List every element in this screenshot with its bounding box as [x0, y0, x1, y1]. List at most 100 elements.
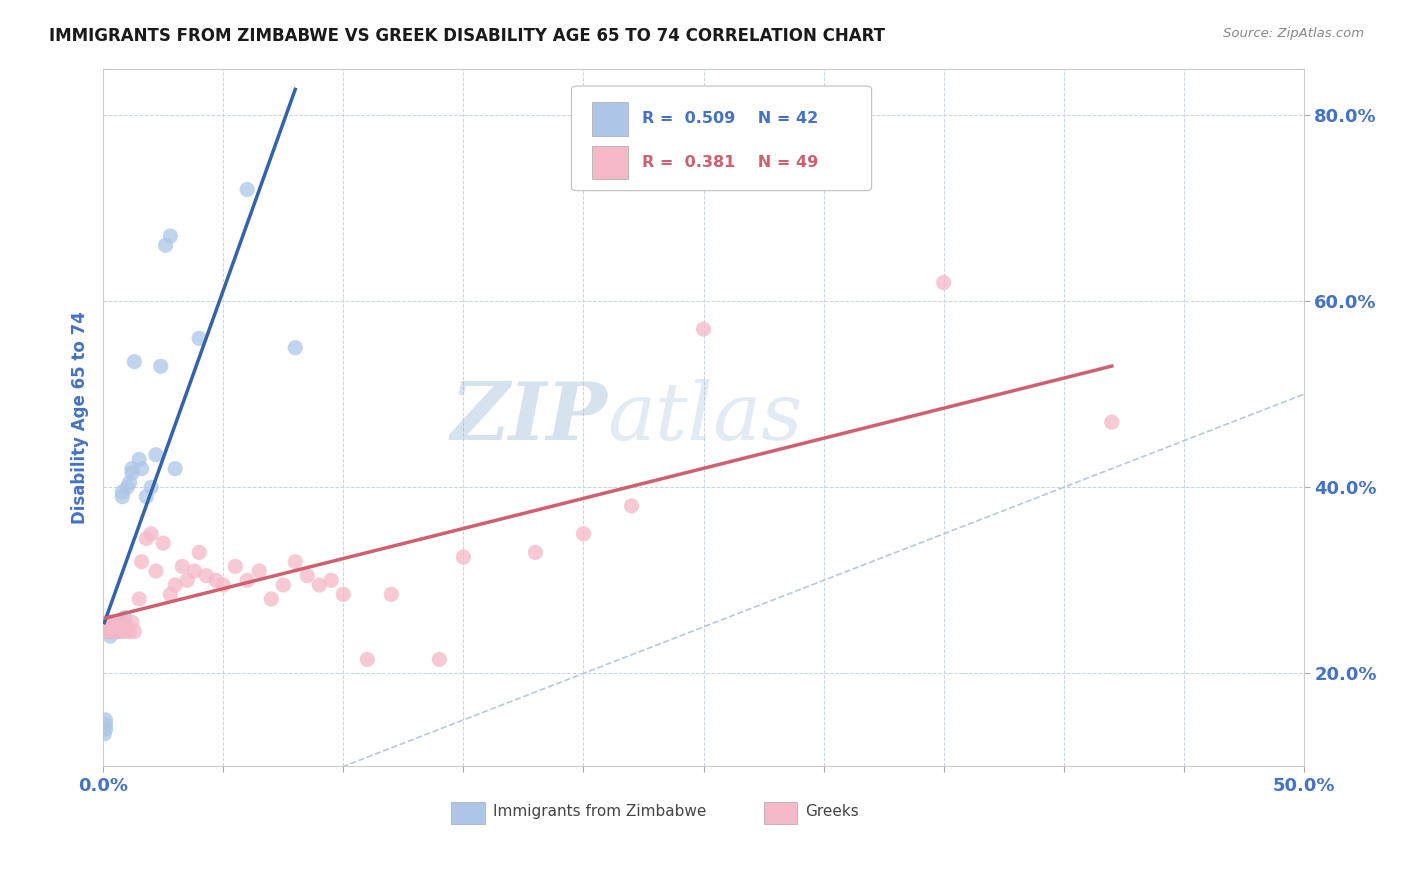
Point	[101, 620, 124, 634]
Point	[141, 526, 163, 541]
Point	[98, 620, 121, 634]
Point	[212, 578, 235, 592]
Point	[135, 490, 157, 504]
Point	[572, 526, 595, 541]
Point	[271, 578, 294, 592]
Point	[104, 615, 127, 630]
Point	[115, 620, 138, 634]
Text: atlas: atlas	[607, 379, 803, 456]
Point	[131, 555, 153, 569]
Point	[94, 624, 117, 639]
Point	[297, 568, 319, 582]
Point	[1101, 415, 1123, 429]
Point	[145, 448, 167, 462]
Point	[260, 591, 283, 606]
Point	[321, 574, 343, 588]
Point	[118, 475, 141, 490]
Point	[247, 564, 270, 578]
Text: R =  0.381    N = 49: R = 0.381 N = 49	[643, 155, 818, 170]
FancyBboxPatch shape	[571, 86, 872, 191]
Point	[104, 624, 127, 639]
Point	[131, 461, 153, 475]
Point	[224, 559, 246, 574]
Point	[236, 574, 259, 588]
Text: Source: ZipAtlas.com: Source: ZipAtlas.com	[1223, 27, 1364, 40]
Text: ZIP: ZIP	[450, 379, 607, 456]
Point	[121, 615, 143, 630]
Point	[205, 574, 228, 588]
Point	[114, 624, 136, 639]
Point	[172, 559, 194, 574]
Point	[427, 652, 450, 666]
Bar	[592, 102, 628, 136]
Point	[97, 624, 120, 639]
Point	[159, 229, 181, 244]
Point	[108, 624, 131, 639]
Point	[195, 568, 218, 582]
Point	[94, 717, 117, 731]
Point	[98, 629, 121, 643]
Point	[93, 727, 115, 741]
Point	[145, 564, 167, 578]
Point	[620, 499, 643, 513]
Point	[111, 615, 134, 630]
Point	[98, 615, 121, 630]
Point	[165, 461, 187, 475]
Point	[141, 480, 163, 494]
Point	[121, 461, 143, 475]
Point	[124, 354, 146, 368]
Point	[107, 620, 129, 634]
Point	[104, 620, 127, 634]
Point	[308, 578, 330, 592]
Text: Immigrants from Zimbabwe: Immigrants from Zimbabwe	[494, 805, 707, 820]
Point	[932, 276, 955, 290]
Point	[97, 615, 120, 630]
Point	[94, 713, 117, 727]
Point	[108, 620, 131, 634]
Point	[128, 452, 150, 467]
Point	[111, 490, 134, 504]
Point	[124, 624, 146, 639]
Point	[188, 545, 211, 559]
Y-axis label: Disability Age 65 to 74: Disability Age 65 to 74	[72, 311, 89, 524]
Point	[152, 536, 174, 550]
Bar	[763, 802, 797, 824]
Point	[236, 182, 259, 196]
Point	[284, 555, 307, 569]
Point	[692, 322, 714, 336]
Point	[98, 615, 121, 630]
Point	[524, 545, 547, 559]
Point	[104, 620, 127, 634]
Text: Greeks: Greeks	[806, 805, 859, 820]
Point	[128, 591, 150, 606]
Point	[159, 587, 181, 601]
Point	[111, 485, 134, 500]
Point	[101, 615, 124, 630]
Point	[155, 238, 177, 252]
Point	[118, 624, 141, 639]
Point	[284, 341, 307, 355]
Bar	[592, 146, 628, 179]
Point	[165, 578, 187, 592]
Point	[121, 467, 143, 481]
Point	[453, 550, 475, 565]
Text: IMMIGRANTS FROM ZIMBABWE VS GREEK DISABILITY AGE 65 TO 74 CORRELATION CHART: IMMIGRANTS FROM ZIMBABWE VS GREEK DISABI…	[49, 27, 886, 45]
Point	[104, 624, 127, 639]
Point	[107, 620, 129, 634]
Point	[183, 564, 205, 578]
Point	[94, 723, 117, 737]
Point	[108, 624, 131, 639]
Point	[135, 532, 157, 546]
Point	[380, 587, 402, 601]
Point	[115, 480, 138, 494]
Text: R =  0.509    N = 42: R = 0.509 N = 42	[643, 112, 818, 127]
Point	[188, 331, 211, 345]
Point	[114, 610, 136, 624]
Bar	[451, 802, 485, 824]
Point	[97, 624, 120, 639]
Point	[176, 574, 198, 588]
Point	[98, 624, 121, 639]
Point	[149, 359, 172, 374]
Point	[97, 620, 120, 634]
Point	[356, 652, 378, 666]
